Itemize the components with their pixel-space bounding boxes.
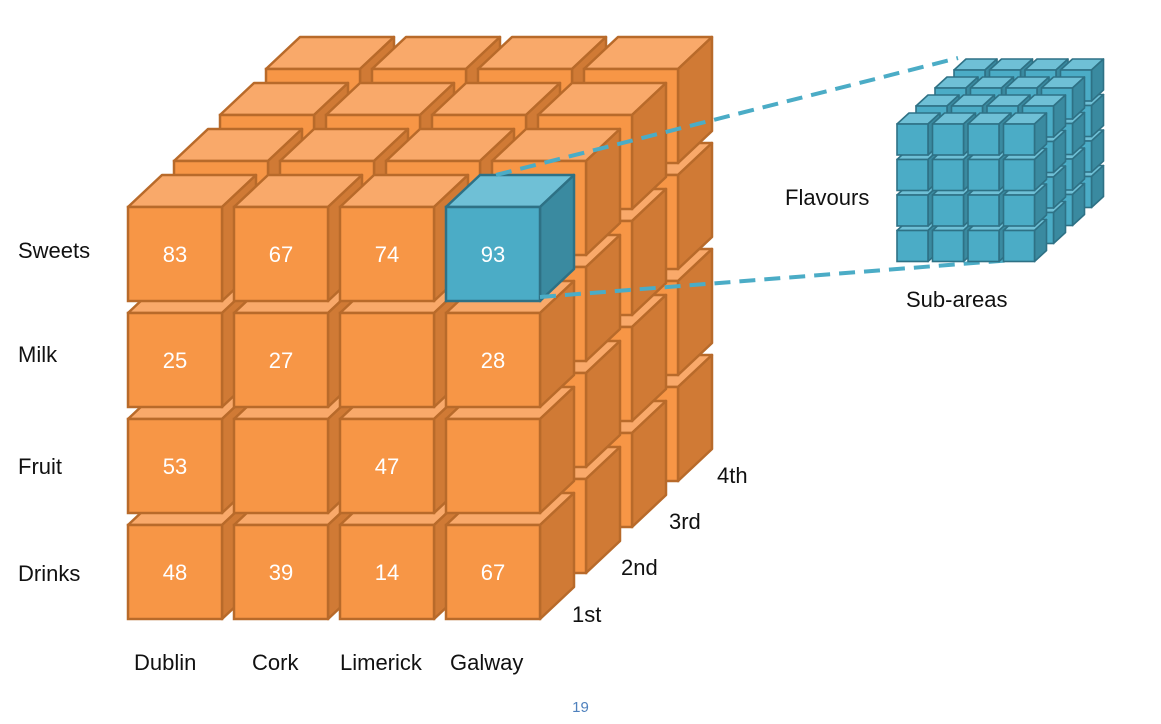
cube-cell-d1-r1-c4-front-face <box>444 205 542 303</box>
connector-line-bottom <box>539 258 1013 299</box>
cube-cell-d1-r2-c3-front-face <box>338 311 436 409</box>
detail-cube-d1-r1-c4 <box>1002 112 1048 156</box>
detail-label-sub-areas: Sub-areas <box>906 287 1008 312</box>
detail-cube-d1-r1-c1-front-face <box>896 123 929 156</box>
detail-cube-d1-r2-c2-front-face <box>931 158 965 192</box>
column-label-cork: Cork <box>252 650 299 675</box>
detail-cube-d1-r2-c4-front-face <box>1002 158 1036 192</box>
detail-cube-d1-r3-c2-front-face <box>931 194 965 227</box>
row-label-drinks: Drinks <box>18 561 81 586</box>
cube-cell-d1-r4-c4-front-face <box>444 523 542 621</box>
cell-value: 53 <box>163 454 187 479</box>
detail-cube-d1-r1-c3-front-face <box>967 123 1000 156</box>
detail-cube-d1-r3-c4-front-face <box>1002 194 1036 227</box>
detail-cube-d1-r4-c3-front-face <box>967 229 1000 263</box>
cell-value: 47 <box>375 454 399 479</box>
cell-value: 48 <box>163 560 187 585</box>
cube-cell-d1-r4-c2-front-face <box>232 523 330 621</box>
column-label-limerick: Limerick <box>340 650 422 675</box>
depth-label-4th: 4th <box>717 463 748 488</box>
cell-value: 83 <box>163 242 187 267</box>
detail-cube-d1-r4-c1-front-face <box>896 229 929 263</box>
data-cube: 48 53 25 83 39 27 67 14 47 74 67 28 93 <box>126 35 714 621</box>
cell-value: 25 <box>163 348 187 373</box>
detail-cube-d1-r1-c2-front-face <box>931 123 965 156</box>
row-label-milk: Milk <box>18 342 58 367</box>
row-label-fruit: Fruit <box>18 454 62 479</box>
cell-value: 67 <box>269 242 293 267</box>
cube-cell-d1-r2-c2-front-face <box>232 311 330 409</box>
connector-line-top <box>495 56 959 177</box>
cube-cell-d1-r1-c3-front-face <box>338 205 436 303</box>
cube-cell-d1-r3-c3-front-face <box>338 417 436 515</box>
cube-cell-d1-r3-c2-front-face <box>232 417 330 515</box>
detail-cube-d2-r1-c4 <box>1021 94 1067 138</box>
cell-value: 67 <box>481 560 505 585</box>
zoom-connector-lines <box>495 56 1013 299</box>
detail-label-flavours: Flavours <box>785 185 870 210</box>
row-label-sweets: Sweets <box>18 238 91 263</box>
detail-cube-d1-r3-c1-front-face <box>896 194 929 227</box>
page-number: 19 <box>572 699 589 716</box>
detail-cube-d1-r2-c4 <box>1002 147 1048 192</box>
depth-label-2nd: 2nd <box>621 555 658 580</box>
detail-cube-d1-r1-c4-front-face <box>1002 123 1036 156</box>
column-label-dublin: Dublin <box>134 650 197 675</box>
column-label-galway: Galway <box>450 650 524 675</box>
cell-value: 28 <box>481 348 505 373</box>
detail-cube-d1-r4-c4-front-face <box>1002 229 1036 263</box>
cube-cell-d1-r2-c1-front-face <box>126 311 224 409</box>
detail-cube-d1-r4-c2-front-face <box>931 229 965 263</box>
cube-cell-d1-r1-c4 <box>444 173 576 303</box>
cell-value: 27 <box>269 348 293 373</box>
detail-cube-d1-r2-c3-front-face <box>967 158 1000 192</box>
depth-label-1st: 1st <box>572 602 602 627</box>
detail-cube <box>896 58 1105 263</box>
cube-cell-d1-r3-c4-front-face <box>444 417 542 515</box>
detail-cube-d1-r3-c3-front-face <box>967 194 1000 227</box>
cube-cell-d1-r2-c4-front-face <box>444 311 542 409</box>
cube-cell-d1-r4-c3-front-face <box>338 523 436 621</box>
cell-value: 39 <box>269 560 293 585</box>
cube-cell-d1-r1-c1-front-face <box>126 205 224 303</box>
detail-cube-d1-r4-c3 <box>967 218 1012 263</box>
cell-value: 14 <box>375 560 399 585</box>
cube-cell-d1-r1-c2-front-face <box>232 205 330 303</box>
detail-cube-d1-r2-c1-front-face <box>896 158 929 192</box>
cell-value: 74 <box>375 242 399 267</box>
cell-value: 93 <box>481 242 505 267</box>
depth-label-3rd: 3rd <box>669 509 701 534</box>
cube-cell-d1-r4-c1-front-face <box>126 523 224 621</box>
cube-cell-d1-r3-c1-front-face <box>126 417 224 515</box>
